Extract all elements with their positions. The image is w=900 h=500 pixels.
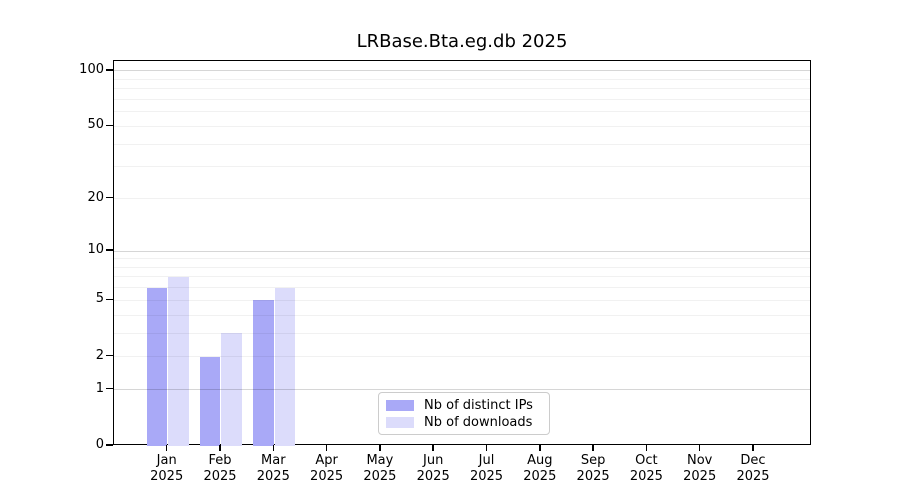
x-tick-mar xyxy=(272,445,275,451)
y-tick-2 xyxy=(106,354,113,357)
gridline-minor-30 xyxy=(114,166,810,168)
gridline-minor-8 xyxy=(114,266,810,268)
x-tick-month: May xyxy=(366,453,394,468)
x-tick-month: Feb xyxy=(208,453,232,468)
y-tick-label-1: 1 xyxy=(95,380,104,396)
x-tick-year: 2025 xyxy=(150,469,184,484)
x-tick-nov xyxy=(698,445,701,451)
y-tick-5 xyxy=(106,298,113,301)
x-tick-jul xyxy=(485,445,488,451)
x-tick-year: 2025 xyxy=(576,469,610,484)
bar-distinct-ips-feb xyxy=(199,356,221,446)
x-tick-year: 2025 xyxy=(736,469,770,484)
legend-label-downloads: Nb of downloads xyxy=(424,414,533,430)
legend-item-downloads: Nb of downloads xyxy=(386,414,541,431)
y-tick-1 xyxy=(106,387,113,390)
x-tick-month: Jan xyxy=(156,453,177,468)
x-tick-label-jul: Jul 2025 xyxy=(457,453,517,485)
x-tick-label-nov: Nov 2025 xyxy=(670,453,730,485)
x-tick-month: Sep xyxy=(580,453,606,468)
x-tick-month: Aug xyxy=(527,453,553,468)
x-tick-year: 2025 xyxy=(310,469,344,484)
gridline-minor-4 xyxy=(114,314,810,316)
legend-label-distinct-ips: Nb of distinct IPs xyxy=(424,397,533,413)
x-tick-month: Nov xyxy=(687,453,713,468)
gridline-minor-6 xyxy=(114,287,810,289)
y-tick-0 xyxy=(106,444,113,446)
gridline-minor-90 xyxy=(114,78,810,80)
gridline-minor-60 xyxy=(114,111,810,113)
y-tick-50 xyxy=(106,124,113,127)
bar-downloads-mar xyxy=(274,287,296,446)
y-tick-label-100: 100 xyxy=(79,61,104,77)
y-tick-label-5: 5 xyxy=(95,291,104,307)
x-tick-year: 2025 xyxy=(469,469,504,484)
x-tick-year: 2025 xyxy=(256,469,290,484)
y-tick-20 xyxy=(106,196,113,199)
gridline-minor-3 xyxy=(114,332,810,334)
x-tick-label-dec: Dec 2025 xyxy=(723,453,783,485)
x-tick-may xyxy=(379,445,381,451)
bar-downloads-jan xyxy=(168,276,189,446)
x-tick-label-oct: Oct 2025 xyxy=(616,453,676,485)
x-tick-year: 2025 xyxy=(683,469,717,484)
y-tick-label-10: 10 xyxy=(87,242,104,258)
x-tick-month: Oct xyxy=(635,453,658,468)
x-tick-aug xyxy=(539,445,541,451)
gridline-minor-40 xyxy=(114,143,810,145)
gridline-minor-50 xyxy=(114,125,810,127)
legend-swatch-distinct-ips xyxy=(386,400,414,411)
x-tick-month: Jul xyxy=(478,453,495,468)
x-tick-sep xyxy=(592,445,594,451)
gridline-minor-9 xyxy=(114,258,810,260)
x-tick-feb xyxy=(219,445,221,451)
x-tick-month: Apr xyxy=(315,453,338,468)
y-tick-label-0: 0 xyxy=(95,437,104,452)
x-tick-jun xyxy=(432,445,434,451)
x-tick-year: 2025 xyxy=(203,469,237,484)
bar-distinct-ips-jan xyxy=(146,287,168,446)
x-tick-month: Jun xyxy=(423,453,444,468)
y-tick-label-20: 20 xyxy=(87,189,104,205)
x-tick-label-sep: Sep 2025 xyxy=(563,453,623,485)
bar-downloads-feb xyxy=(221,333,242,446)
gridline-major-10 xyxy=(114,250,810,252)
gridline-minor-20 xyxy=(114,198,810,199)
x-tick-dec xyxy=(752,445,754,451)
gridline-major-1 xyxy=(114,389,810,391)
bar-distinct-ips-mar xyxy=(253,300,274,446)
x-tick-label-may: May 2025 xyxy=(350,453,410,485)
plot-area xyxy=(113,60,811,446)
y-tick-100 xyxy=(106,69,113,71)
y-tick-label-2: 2 xyxy=(95,347,104,363)
x-tick-year: 2025 xyxy=(523,469,557,484)
gridline-minor-80 xyxy=(114,88,810,90)
gridline-minor-7 xyxy=(114,276,810,278)
chart-title: LRBase.Bta.eg.db 2025 xyxy=(356,31,568,52)
x-tick-label-jan: Jan 2025 xyxy=(137,453,197,485)
x-tick-jan xyxy=(165,445,168,451)
x-tick-label-aug: Aug 2025 xyxy=(510,453,570,485)
gridline-minor-70 xyxy=(114,98,810,100)
x-tick-year: 2025 xyxy=(363,469,397,484)
legend-swatch-downloads xyxy=(386,417,414,428)
x-tick-label-feb: Feb 2025 xyxy=(190,453,250,485)
x-tick-month: Dec xyxy=(740,453,766,468)
y-tick-label-50: 50 xyxy=(87,117,104,133)
x-tick-year: 2025 xyxy=(629,469,663,484)
x-tick-label-mar: Mar 2025 xyxy=(243,453,303,485)
x-tick-oct xyxy=(645,445,648,451)
gridline-minor-5 xyxy=(114,299,810,301)
gridline-minor-2 xyxy=(114,356,810,358)
x-tick-year: 2025 xyxy=(416,469,450,484)
legend-box: Nb of distinct IPs Nb of downloads xyxy=(378,392,550,435)
gridline-major-100 xyxy=(114,70,810,72)
x-tick-apr xyxy=(325,445,328,451)
legend-item-distinct-ips: Nb of distinct IPs xyxy=(386,397,541,414)
x-tick-label-apr: Apr 2025 xyxy=(297,453,357,485)
y-tick-10 xyxy=(106,249,113,251)
x-tick-month: Mar xyxy=(261,453,286,468)
x-tick-label-jun: Jun 2025 xyxy=(403,453,463,485)
